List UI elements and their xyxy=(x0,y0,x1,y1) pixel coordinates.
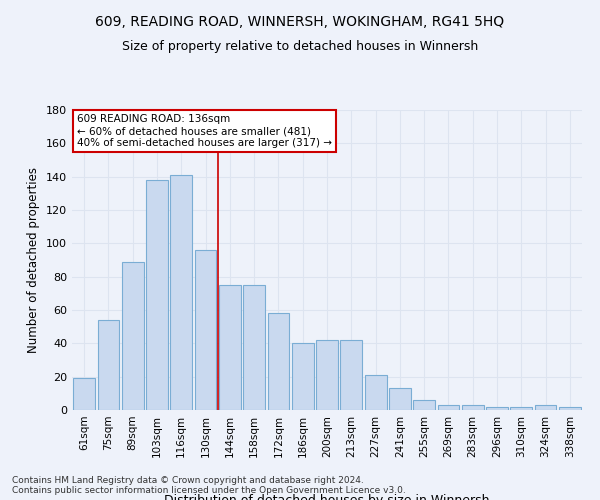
Bar xyxy=(559,406,581,410)
Bar xyxy=(389,388,411,410)
Bar xyxy=(340,340,362,410)
Bar xyxy=(486,406,508,410)
Text: Contains HM Land Registry data © Crown copyright and database right 2024.
Contai: Contains HM Land Registry data © Crown c… xyxy=(12,476,406,495)
Bar xyxy=(243,285,265,410)
Text: 609, READING ROAD, WINNERSH, WOKINGHAM, RG41 5HQ: 609, READING ROAD, WINNERSH, WOKINGHAM, … xyxy=(95,15,505,29)
Bar xyxy=(73,378,95,410)
Bar xyxy=(268,314,289,410)
Bar xyxy=(97,320,119,410)
Bar xyxy=(146,180,168,410)
Bar xyxy=(170,175,192,410)
Bar xyxy=(292,344,314,410)
Text: 609 READING ROAD: 136sqm
← 60% of detached houses are smaller (481)
40% of semi-: 609 READING ROAD: 136sqm ← 60% of detach… xyxy=(77,114,332,148)
Bar xyxy=(511,406,532,410)
Y-axis label: Number of detached properties: Number of detached properties xyxy=(28,167,40,353)
Bar xyxy=(437,405,460,410)
Bar xyxy=(413,400,435,410)
Bar xyxy=(122,262,143,410)
Bar xyxy=(535,405,556,410)
Text: Distribution of detached houses by size in Winnersh: Distribution of detached houses by size … xyxy=(164,494,490,500)
Bar xyxy=(194,250,217,410)
Bar xyxy=(316,340,338,410)
Text: Size of property relative to detached houses in Winnersh: Size of property relative to detached ho… xyxy=(122,40,478,53)
Bar xyxy=(462,405,484,410)
Bar xyxy=(365,375,386,410)
Bar xyxy=(219,285,241,410)
